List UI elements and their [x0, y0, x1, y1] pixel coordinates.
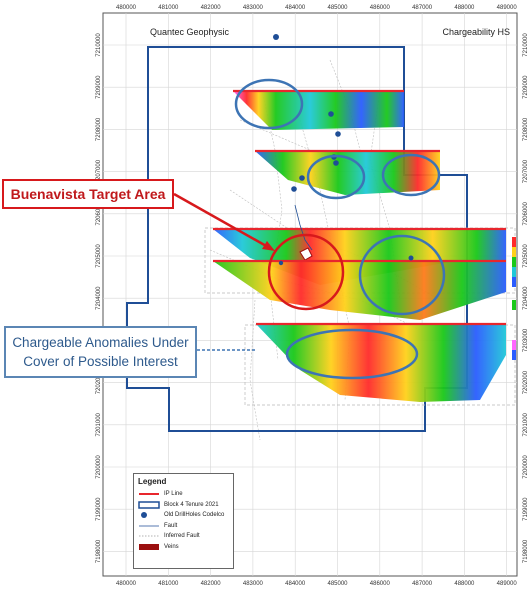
y-tick-label: 7202000: [523, 370, 529, 394]
y-tick-label: 7200000: [96, 455, 102, 479]
legend-label: Inferred Fault: [164, 533, 200, 540]
x-tick-label: 487000: [412, 581, 433, 587]
y-tick-label: 7203000: [523, 328, 529, 352]
x-tick-label: 488000: [454, 581, 475, 587]
legend-label: Fault: [164, 522, 178, 529]
anomaly-callout: Chargeable Anomalies Under Cover of Poss…: [4, 326, 197, 378]
x-tick-label: 484000: [285, 581, 306, 587]
color-scale-bar: [512, 237, 516, 360]
blue-line-icon: [138, 522, 160, 530]
target-arrow-head: [262, 241, 275, 251]
y-tick-label: 7206000: [523, 201, 529, 225]
chargeability-section-5: [256, 324, 506, 402]
legend-item-fault: Fault: [138, 521, 229, 532]
y-tick-label: 7199000: [523, 497, 529, 521]
legend-item-tenure: Block 4 Tenure 2021: [138, 500, 229, 511]
red-line-icon: [138, 490, 160, 498]
y-tick-label: 7209000: [96, 75, 102, 99]
x-tick-label: 484000: [285, 5, 306, 11]
y-tick-label: 7198000: [523, 539, 529, 563]
vein-polygon: [299, 247, 313, 261]
chargeability-section-4: [213, 261, 506, 320]
legend-item-inferred-fault: Inferred Fault: [138, 531, 229, 542]
x-tick-label: 482000: [201, 581, 222, 587]
x-tick-label: 489000: [497, 5, 518, 11]
map-legend: Legend IP Line Block 4 Tenure 2021 Old D…: [133, 473, 234, 569]
y-tick-label: 7201000: [96, 412, 102, 436]
x-tick-label: 489000: [497, 581, 518, 587]
y-tick-label: 7204000: [523, 286, 529, 310]
legend-label: Old DrillHoles Codelco: [164, 512, 225, 519]
y-tick-label: 7200000: [523, 455, 529, 479]
header-right-title: Chargeability HS: [442, 27, 510, 37]
y-tick-label: 7208000: [96, 117, 102, 141]
y-tick-label: 7204000: [96, 286, 102, 310]
y-tick-label: 7205000: [96, 244, 102, 268]
x-tick-label: 486000: [370, 581, 391, 587]
x-tick-labels-top: 480000 481000 482000 483000 484000 485000 4860…: [116, 5, 517, 11]
target-area-label: Buenavista Target Area: [10, 186, 166, 202]
blue-dot-icon: [138, 511, 160, 519]
y-tick-label: 7207000: [96, 159, 102, 183]
y-tick-labels-right: 7210000 7209000 7208000 7207000 7206000 72050…: [523, 33, 529, 563]
x-tick-label: 480000: [116, 581, 137, 587]
legend-item-ip-line: IP Line: [138, 489, 229, 500]
y-tick-label: 7210000: [523, 33, 529, 57]
legend-label: Block 4 Tenure 2021: [164, 501, 219, 508]
x-tick-label: 483000: [243, 5, 264, 11]
fault-line: [294, 204, 313, 251]
x-tick-label: 481000: [158, 5, 179, 11]
target-arrow: [173, 192, 269, 249]
y-tick-labels-left: 7210000 7209000 7208000 7207000 7206000 72050…: [96, 33, 102, 563]
y-tick-label: 7207000: [523, 159, 529, 183]
y-tick-label: 7201000: [523, 412, 529, 436]
y-tick-label: 7210000: [96, 33, 102, 57]
coordinate-grid: [103, 13, 517, 576]
x-tick-label: 480000: [116, 5, 137, 11]
old-drillholes: [273, 34, 414, 266]
x-tick-label: 485000: [327, 581, 348, 587]
x-tick-label: 487000: [412, 5, 433, 11]
legend-title: Legend: [138, 477, 167, 486]
x-tick-labels-bottom: 480000 481000 482000 483000 484000 485000 4860…: [116, 581, 517, 587]
y-tick-label: 7198000: [96, 539, 102, 563]
anomaly-ellipses: [234, 78, 446, 380]
x-tick-label: 488000: [454, 5, 475, 11]
y-tick-label: 7202000: [96, 370, 102, 394]
target-area-callout: Buenavista Target Area: [2, 179, 174, 209]
y-tick-label: 7205000: [523, 244, 529, 268]
y-tick-label: 7209000: [523, 75, 529, 99]
legend-label: IP Line: [164, 491, 183, 498]
legend-item-veins: Veins: [138, 542, 229, 553]
x-tick-label: 483000: [243, 581, 264, 587]
anomaly-callout-line2: Cover of Possible Interest: [23, 354, 178, 369]
x-tick-label: 485000: [327, 5, 348, 11]
legend-label: Veins: [164, 543, 179, 550]
y-tick-label: 7206000: [96, 201, 102, 225]
chargeability-section-1: [233, 91, 404, 130]
target-circle: [267, 233, 345, 311]
anomaly-callout-line1: Chargeable Anomalies Under: [12, 335, 189, 350]
ip-lines: [213, 89, 506, 326]
y-tick-label: 7199000: [96, 497, 102, 521]
x-tick-label: 482000: [201, 5, 222, 11]
x-tick-label: 486000: [370, 5, 391, 11]
chargeability-section-2: [255, 151, 440, 195]
y-tick-label: 7208000: [523, 117, 529, 141]
header-left-title: Quantec Geophysic: [150, 27, 230, 37]
x-tick-label: 481000: [158, 581, 179, 587]
dotted-line-icon: [138, 532, 160, 540]
legend-item-drillholes: Old DrillHoles Codelco: [138, 510, 229, 521]
blue-box-icon: [138, 501, 160, 509]
red-fill-icon: [138, 543, 160, 551]
